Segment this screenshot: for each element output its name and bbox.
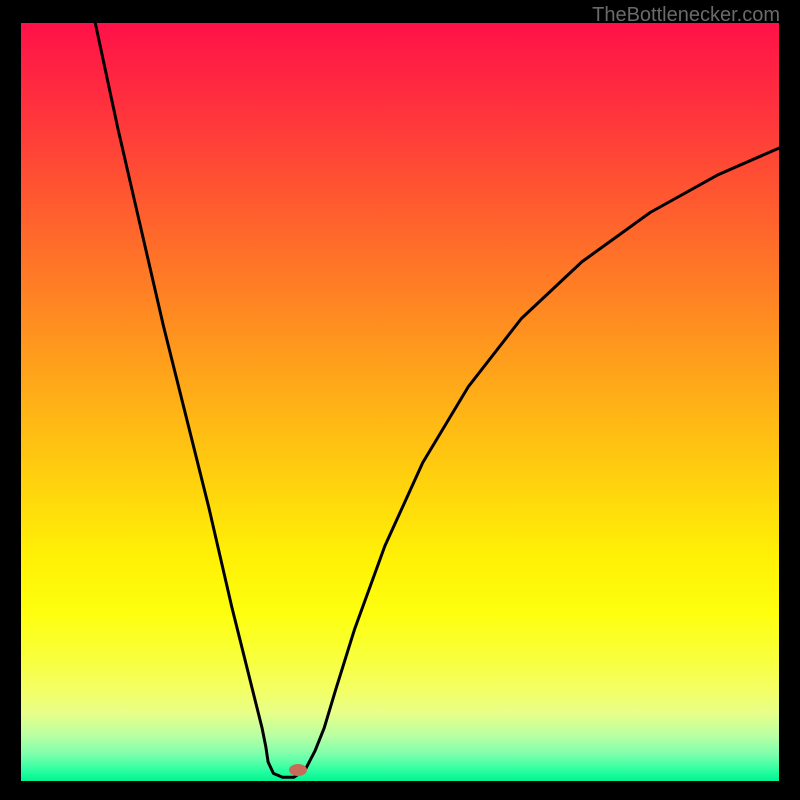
bottleneck-curve — [21, 23, 779, 781]
plot-area — [21, 23, 779, 781]
chart-container: TheBottlenecker.com — [0, 0, 800, 800]
watermark-text: TheBottlenecker.com — [592, 4, 780, 27]
curve-path — [95, 23, 779, 777]
optimum-marker — [289, 764, 307, 776]
